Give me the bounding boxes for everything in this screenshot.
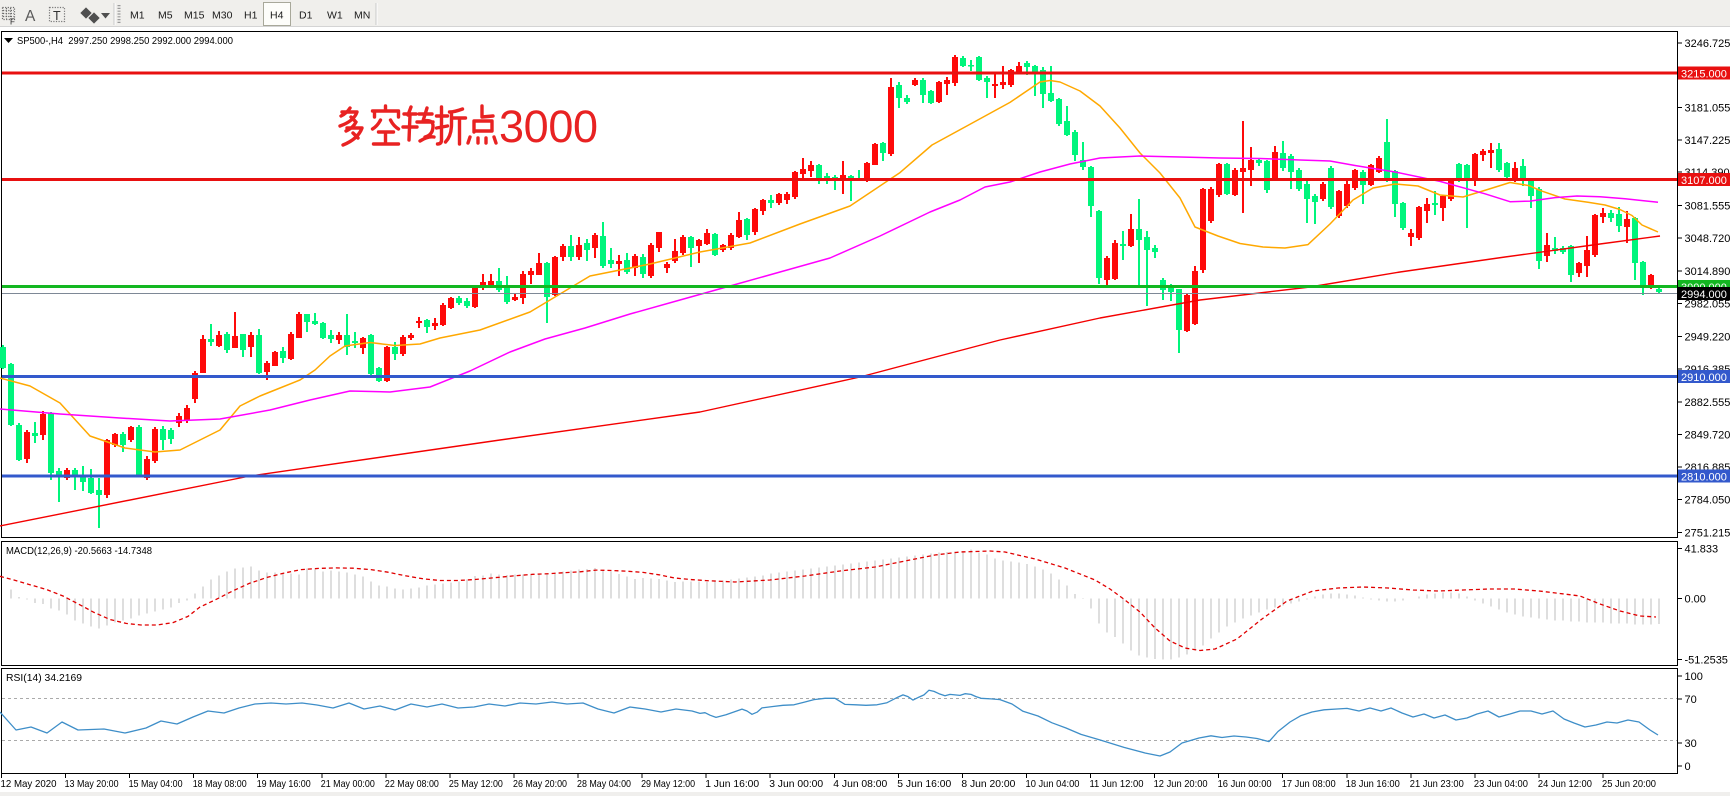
svg-text:2982.055: 2982.055 [1685, 299, 1730, 311]
svg-text:RSI(14) 34.2169: RSI(14) 34.2169 [6, 672, 82, 684]
svg-text:21 May 00:00: 21 May 00:00 [321, 778, 375, 790]
svg-text:2910.000: 2910.000 [1681, 372, 1727, 384]
svg-text:18 May 08:00: 18 May 08:00 [193, 778, 247, 790]
svg-text:H1: H1 [244, 10, 258, 22]
svg-text:18 Jun 16:00: 18 Jun 16:00 [1346, 778, 1400, 790]
svg-text:3048.720: 3048.720 [1685, 233, 1730, 245]
svg-text:3014.890: 3014.890 [1685, 266, 1730, 278]
svg-text:11 Jun 12:00: 11 Jun 12:00 [1090, 778, 1144, 790]
svg-text:M15: M15 [184, 10, 205, 22]
svg-text:1 Jun 16:00: 1 Jun 16:00 [705, 778, 759, 790]
svg-text:3107.000: 3107.000 [1681, 175, 1727, 187]
svg-text:19 May 16:00: 19 May 16:00 [257, 778, 311, 790]
svg-text:17 Jun 08:00: 17 Jun 08:00 [1282, 778, 1336, 790]
svg-text:3 Jun 00:00: 3 Jun 00:00 [769, 778, 823, 790]
svg-text:41.833: 41.833 [1685, 544, 1719, 556]
svg-text:M30: M30 [212, 10, 233, 22]
svg-text:3000: 3000 [499, 101, 598, 152]
svg-text:16 Jun 00:00: 16 Jun 00:00 [1218, 778, 1272, 790]
svg-text:100: 100 [1685, 671, 1703, 683]
svg-text:3181.055: 3181.055 [1685, 103, 1730, 115]
svg-text:2849.720: 2849.720 [1685, 430, 1730, 442]
svg-text:22 May 08:00: 22 May 08:00 [385, 778, 439, 790]
svg-text:0: 0 [1685, 761, 1691, 773]
svg-text:21 Jun 23:00: 21 Jun 23:00 [1410, 778, 1464, 790]
svg-text:24 Jun 12:00: 24 Jun 12:00 [1538, 778, 1592, 790]
svg-text:8 Jun 20:00: 8 Jun 20:00 [961, 778, 1015, 790]
svg-text:2882.555: 2882.555 [1685, 397, 1730, 409]
svg-text:15 May 04:00: 15 May 04:00 [129, 778, 183, 790]
svg-text:10 Jun 04:00: 10 Jun 04:00 [1026, 778, 1080, 790]
svg-text:D1: D1 [299, 10, 313, 22]
svg-text:13 May 20:00: 13 May 20:00 [65, 778, 119, 790]
svg-text:MACD(12,26,9) -20.5663 -14.734: MACD(12,26,9) -20.5663 -14.7348 [6, 545, 152, 557]
svg-text:25 Jun 20:00: 25 Jun 20:00 [1602, 778, 1656, 790]
svg-text:4 Jun 08:00: 4 Jun 08:00 [833, 778, 887, 790]
svg-text:25 May 12:00: 25 May 12:00 [449, 778, 503, 790]
svg-text:3246.725: 3246.725 [1685, 38, 1730, 50]
svg-text:2784.050: 2784.050 [1685, 495, 1730, 507]
svg-text:30: 30 [1685, 738, 1697, 750]
svg-text:3215.000: 3215.000 [1681, 69, 1727, 81]
svg-text:T: T [53, 9, 61, 23]
svg-text:0.00: 0.00 [1685, 594, 1706, 606]
svg-text:2810.000: 2810.000 [1681, 472, 1727, 484]
svg-text:26 May 20:00: 26 May 20:00 [513, 778, 567, 790]
svg-text:2994.000: 2994.000 [1681, 289, 1727, 301]
svg-text:29 May 12:00: 29 May 12:00 [641, 778, 695, 790]
svg-text:2949.220: 2949.220 [1685, 332, 1730, 344]
svg-text:H4: H4 [270, 10, 284, 22]
svg-text:3147.225: 3147.225 [1685, 135, 1730, 147]
svg-text:M1: M1 [130, 10, 145, 22]
svg-text:MN: MN [354, 10, 370, 22]
svg-text:W1: W1 [327, 10, 343, 22]
svg-text:F: F [10, 18, 15, 27]
svg-text:5 Jun 16:00: 5 Jun 16:00 [897, 778, 951, 790]
svg-text:3081.555: 3081.555 [1685, 201, 1730, 213]
svg-text:A: A [25, 8, 36, 25]
svg-text:70: 70 [1685, 694, 1697, 706]
svg-text:12 May 2020: 12 May 2020 [1, 778, 57, 790]
svg-text:SP500-,H4 2997.250 2998.250 2: SP500-,H4 2997.250 2998.250 2992.000 299… [17, 35, 233, 47]
svg-text:-51.2535: -51.2535 [1685, 655, 1728, 667]
svg-text:M5: M5 [158, 10, 173, 22]
svg-text:12 Jun 20:00: 12 Jun 20:00 [1154, 778, 1208, 790]
svg-text:2751.215: 2751.215 [1685, 528, 1730, 540]
svg-text:28 May 04:00: 28 May 04:00 [577, 778, 631, 790]
svg-text:23 Jun 04:00: 23 Jun 04:00 [1474, 778, 1528, 790]
